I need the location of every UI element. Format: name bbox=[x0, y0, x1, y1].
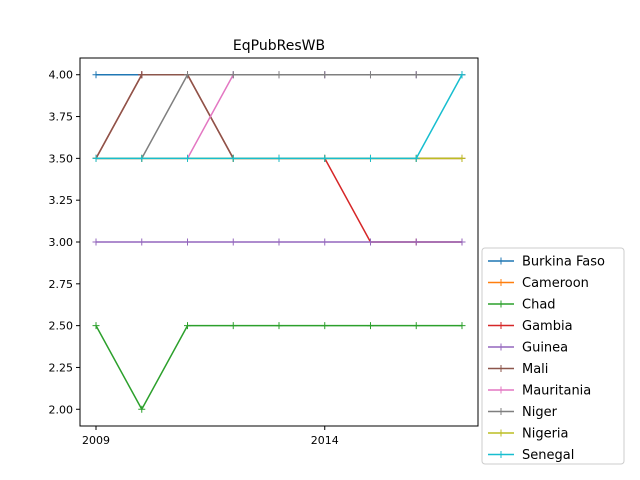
data-point-nigeria bbox=[458, 154, 466, 162]
legend-item-chad: Chad bbox=[488, 298, 556, 313]
data-point-chad bbox=[366, 322, 374, 330]
series-chad bbox=[92, 322, 466, 413]
series-niger bbox=[92, 71, 466, 162]
data-point-niger bbox=[366, 71, 374, 79]
data-point-senegal bbox=[366, 154, 374, 162]
series-mali bbox=[92, 71, 466, 162]
y-tick-label: 3.75 bbox=[49, 111, 74, 124]
legend-item-nigeria: Nigeria bbox=[488, 427, 569, 442]
legend-label: Mali bbox=[522, 362, 548, 377]
series-senegal bbox=[92, 71, 466, 162]
data-point-chad bbox=[138, 405, 146, 413]
data-point-guinea bbox=[92, 238, 100, 246]
y-tick-label: 3.00 bbox=[49, 236, 74, 249]
x-tick-label: 2009 bbox=[82, 434, 110, 447]
y-tick-label: 4.00 bbox=[49, 69, 74, 82]
legend-item-burkina-faso: Burkina Faso bbox=[488, 255, 605, 270]
x-tick-label: 2014 bbox=[311, 434, 339, 447]
data-point-niger bbox=[321, 71, 329, 79]
data-point-senegal bbox=[412, 154, 420, 162]
data-point-chad bbox=[412, 322, 420, 330]
legend-label: Nigeria bbox=[522, 427, 569, 442]
legend-item-gambia: Gambia bbox=[488, 319, 573, 334]
data-point-burkina-faso bbox=[92, 71, 100, 79]
plot-lines bbox=[92, 71, 466, 413]
y-tick-label: 2.75 bbox=[49, 278, 74, 291]
legend-label: Niger bbox=[522, 405, 558, 420]
legend: Burkina Faso Cameroon Chad Gambia Guinea Mali… bbox=[481, 247, 625, 465]
data-point-mali bbox=[138, 71, 146, 79]
legend-label: Chad bbox=[522, 298, 556, 313]
data-point-chad bbox=[229, 322, 237, 330]
data-point-chad bbox=[275, 322, 283, 330]
data-point-senegal bbox=[138, 154, 146, 162]
legend-item-mauritania: Mauritania bbox=[488, 384, 591, 399]
data-point-niger bbox=[275, 71, 283, 79]
series-line-chad bbox=[95, 324, 462, 411]
data-point-niger bbox=[229, 71, 237, 79]
data-point-guinea bbox=[229, 238, 237, 246]
data-point-chad bbox=[184, 322, 192, 330]
y-tick-label: 3.50 bbox=[49, 152, 74, 165]
series-line-niger bbox=[96, 73, 462, 160]
legend-item-cameroon: Cameroon bbox=[488, 276, 589, 291]
legend-item-mali: Mali bbox=[488, 362, 548, 377]
data-point-senegal bbox=[275, 154, 283, 162]
series-line-senegal bbox=[96, 74, 463, 160]
legend-label: Burkina Faso bbox=[522, 255, 605, 270]
y-tick-label: 2.25 bbox=[49, 361, 74, 374]
series-guinea bbox=[92, 238, 466, 246]
legend-label: Cameroon bbox=[522, 276, 589, 291]
legend-box bbox=[481, 247, 625, 465]
data-point-guinea bbox=[366, 238, 374, 246]
data-point-guinea bbox=[184, 238, 192, 246]
data-point-senegal bbox=[184, 154, 192, 162]
data-point-guinea bbox=[321, 238, 329, 246]
chart-title: EqPubResWB bbox=[233, 38, 325, 54]
data-point-guinea bbox=[275, 238, 283, 246]
data-point-guinea bbox=[458, 238, 466, 246]
legend-label: Mauritania bbox=[522, 384, 591, 399]
y-tick-label: 2.50 bbox=[49, 320, 74, 333]
y-tick-label: 2.00 bbox=[49, 403, 74, 416]
data-point-chad bbox=[321, 322, 329, 330]
series-mauritania bbox=[92, 71, 466, 162]
x-axis: 2009 2014 bbox=[82, 426, 339, 447]
data-point-chad bbox=[458, 322, 466, 330]
data-point-guinea bbox=[138, 238, 146, 246]
legend-item-senegal: Senegal bbox=[488, 448, 574, 463]
data-point-niger bbox=[412, 71, 420, 79]
series-line-mauritania bbox=[96, 73, 462, 160]
y-axis: 2.00 2.25 2.50 2.75 3.00 3.25 3.50 3.75 4.00 bbox=[49, 69, 80, 416]
legend-item-niger: Niger bbox=[488, 405, 558, 420]
data-point-senegal bbox=[321, 154, 329, 162]
legend-label: Gambia bbox=[522, 319, 573, 334]
y-tick-label: 3.25 bbox=[49, 194, 74, 207]
data-point-niger bbox=[184, 71, 192, 79]
data-point-senegal bbox=[458, 71, 466, 79]
data-point-chad bbox=[92, 322, 100, 330]
series-line-mali bbox=[95, 73, 462, 160]
legend-label: Senegal bbox=[522, 448, 574, 463]
data-point-senegal bbox=[92, 154, 100, 162]
data-point-senegal bbox=[229, 154, 237, 162]
legend-item-guinea: Guinea bbox=[488, 341, 568, 356]
legend-label: Guinea bbox=[522, 341, 568, 356]
data-point-guinea bbox=[412, 238, 420, 246]
